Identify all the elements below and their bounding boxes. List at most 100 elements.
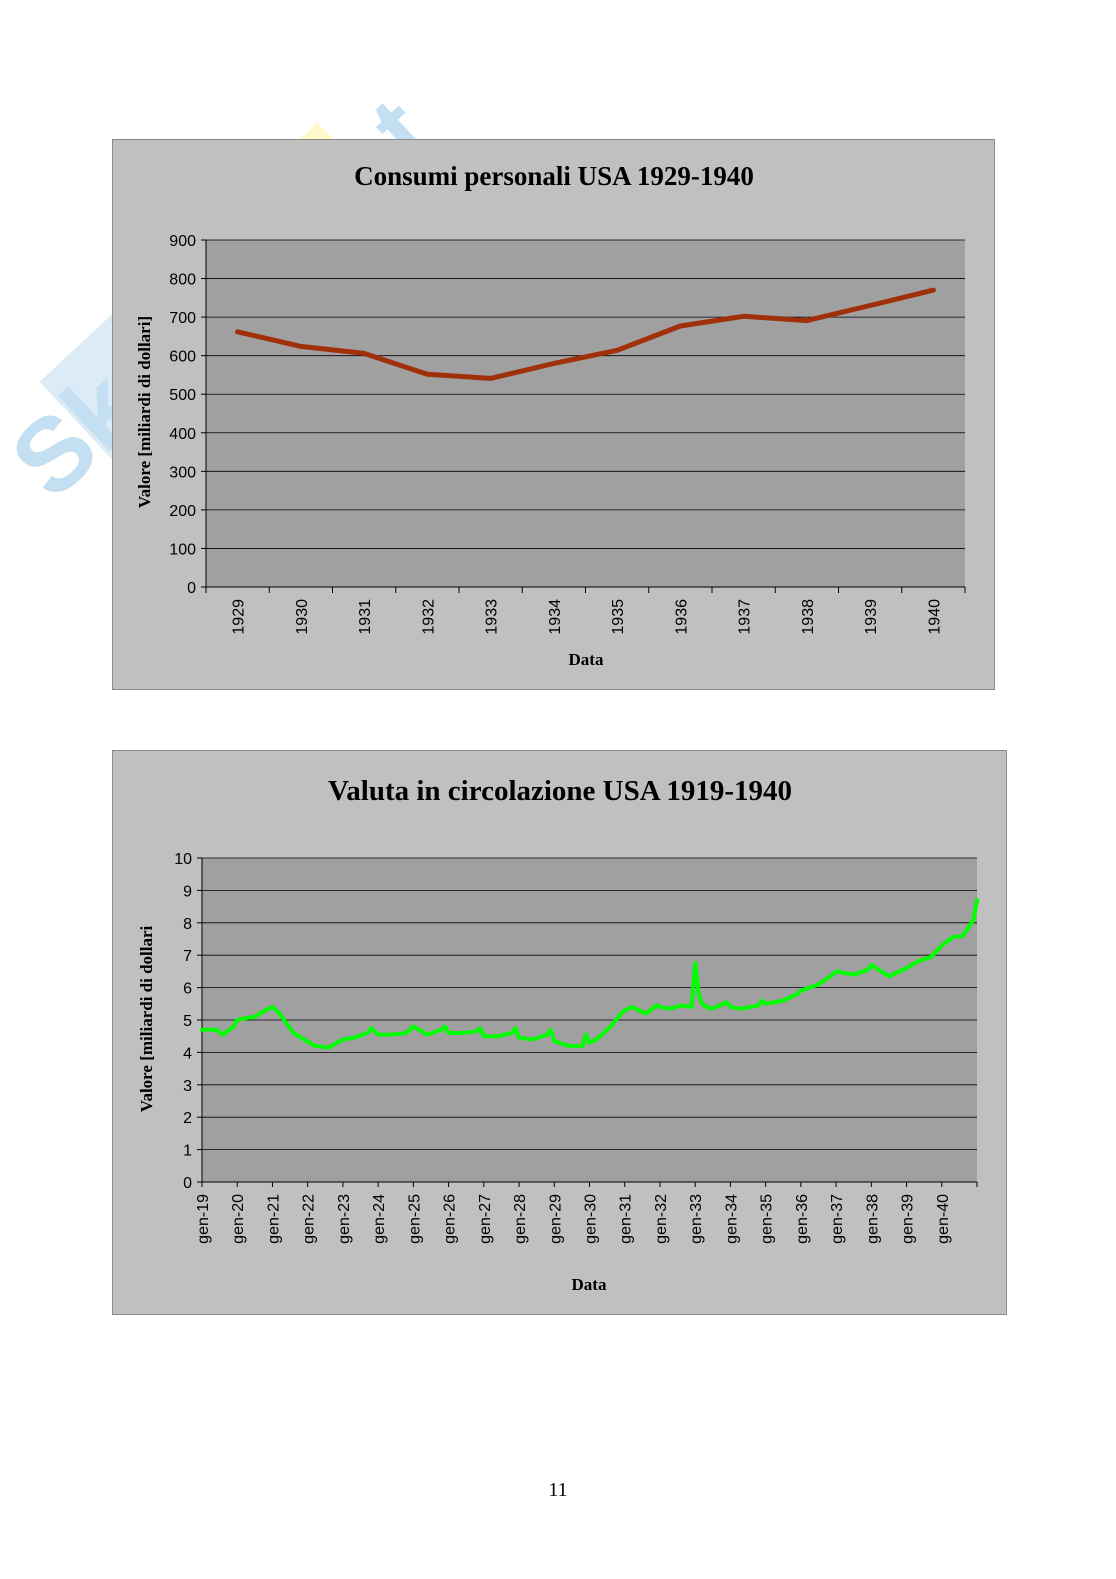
data-point: [658, 1005, 662, 1009]
y-tick-label: 400: [169, 426, 196, 443]
data-point: [707, 1007, 711, 1011]
data-point: [376, 1033, 380, 1037]
data-point: [630, 1005, 634, 1009]
data-point: [623, 1008, 627, 1012]
y-tick-label: 300: [169, 464, 196, 481]
y-tick-label: 8: [183, 916, 192, 933]
y-tick-label: 7: [183, 948, 192, 965]
data-point: [478, 1026, 482, 1030]
data-point: [552, 1039, 556, 1043]
x-tick-label: gen-30: [583, 1194, 600, 1244]
x-tick-label: 1936: [673, 599, 690, 635]
data-point: [236, 330, 240, 334]
page-number: 11: [548, 1479, 568, 1501]
data-point: [669, 1007, 672, 1011]
x-tick-label: gen-37: [829, 1194, 846, 1244]
x-tick-label: gen-20: [230, 1194, 247, 1244]
data-point: [693, 961, 697, 965]
data-point: [292, 1031, 296, 1035]
x-tick-label: gen-29: [547, 1194, 564, 1244]
x-tick-label: gen-28: [512, 1194, 529, 1244]
consumer-spending-chart: 0 100 200 300 400 500 600 700 800 900 1929 1930 1931…: [112, 139, 995, 690]
data-point: [566, 1044, 570, 1048]
data-point: [461, 1031, 465, 1035]
data-point: [549, 1028, 553, 1032]
x-tick-label: 1932: [420, 599, 437, 635]
data-point: [697, 992, 701, 996]
data-point: [742, 314, 746, 318]
x-tick-label: 1939: [863, 599, 880, 635]
data-point: [263, 1008, 267, 1012]
y-tick-label: 5: [183, 1013, 192, 1030]
x-tick-label: gen-40: [935, 1194, 952, 1244]
y-tick-label: 100: [169, 541, 196, 558]
data-point: [253, 1015, 257, 1019]
data-point: [426, 1033, 429, 1037]
x-tick-label: gen-31: [618, 1194, 635, 1244]
data-point: [584, 1033, 588, 1037]
x-tick-label: gen-21: [265, 1194, 282, 1244]
data-point: [868, 304, 872, 307]
data-point: [595, 1037, 598, 1041]
data-point: [950, 935, 954, 939]
currency-circulation-plot: 0 1 2 3 4 5 6 7 8 9 10 gen-19 gen-20 gen-21 gen-22 gen-…: [137, 775, 979, 1294]
data-point: [517, 1036, 521, 1040]
chart-title: Valuta in circolazione USA 1919-1940: [328, 775, 792, 807]
data-point: [678, 324, 682, 328]
data-point: [440, 1028, 443, 1032]
data-point: [425, 372, 429, 376]
data-point: [725, 1000, 729, 1004]
x-tick-label: gen-26: [442, 1194, 459, 1244]
x-tick-label: gen-34: [723, 1194, 740, 1244]
plot-area: [206, 240, 965, 587]
y-axis-label: Valore [miliardi di dollari: [137, 925, 156, 1112]
data-point: [905, 966, 908, 970]
data-point: [728, 1005, 732, 1009]
x-tick-label: 1938: [800, 599, 817, 635]
data-point: [242, 1016, 246, 1020]
data-point: [901, 968, 905, 972]
data-point: [654, 1003, 658, 1007]
data-point: [531, 1037, 535, 1041]
y-tick-label: 800: [169, 272, 196, 289]
x-tick-label: 1930: [294, 599, 311, 635]
x-axis-label: Data: [569, 650, 604, 669]
x-tick-label: 1929: [231, 599, 248, 635]
y-tick-label: 6: [183, 981, 192, 998]
data-point: [341, 1037, 345, 1041]
chart-title: Consumi personali USA 1929-1940: [354, 161, 754, 191]
data-point: [817, 982, 820, 986]
data-point: [510, 1031, 514, 1035]
data-point: [313, 1044, 317, 1048]
data-point: [514, 1026, 517, 1030]
data-point: [852, 973, 856, 977]
data-point: [278, 1012, 281, 1015]
data-point: [915, 960, 919, 964]
data-point: [404, 1031, 408, 1035]
y-axis-label: Valore [miliardi di dollari]: [135, 316, 154, 508]
data-point: [352, 1036, 355, 1040]
data-point: [302, 1037, 306, 1041]
data-point: [232, 1025, 236, 1028]
x-tick-label: gen-33: [688, 1194, 705, 1244]
data-point: [214, 1028, 218, 1032]
y-tick-label: 9: [183, 883, 192, 900]
data-point: [390, 1033, 394, 1037]
data-point: [545, 1033, 549, 1037]
currency-circulation-chart: 0 1 2 3 4 5 6 7 8 9 10 gen-19 gen-20 gen-21 gen-22 gen-…: [112, 750, 1007, 1315]
data-point: [644, 1012, 648, 1015]
x-tick-label: gen-19: [195, 1194, 212, 1244]
data-point: [972, 918, 975, 922]
x-tick-label: gen-24: [371, 1194, 388, 1244]
data-point: [221, 1033, 225, 1037]
y-tick-label: 0: [183, 1175, 192, 1192]
data-point: [760, 999, 764, 1003]
x-axis-label: Data: [572, 1275, 607, 1294]
data-point: [200, 1028, 204, 1032]
data-point: [362, 351, 366, 355]
x-tick-label: gen-22: [301, 1194, 318, 1244]
series-line: [235, 287, 936, 381]
data-point: [271, 1005, 274, 1009]
data-point: [781, 999, 785, 1003]
x-tick-label: 1931: [357, 599, 374, 635]
